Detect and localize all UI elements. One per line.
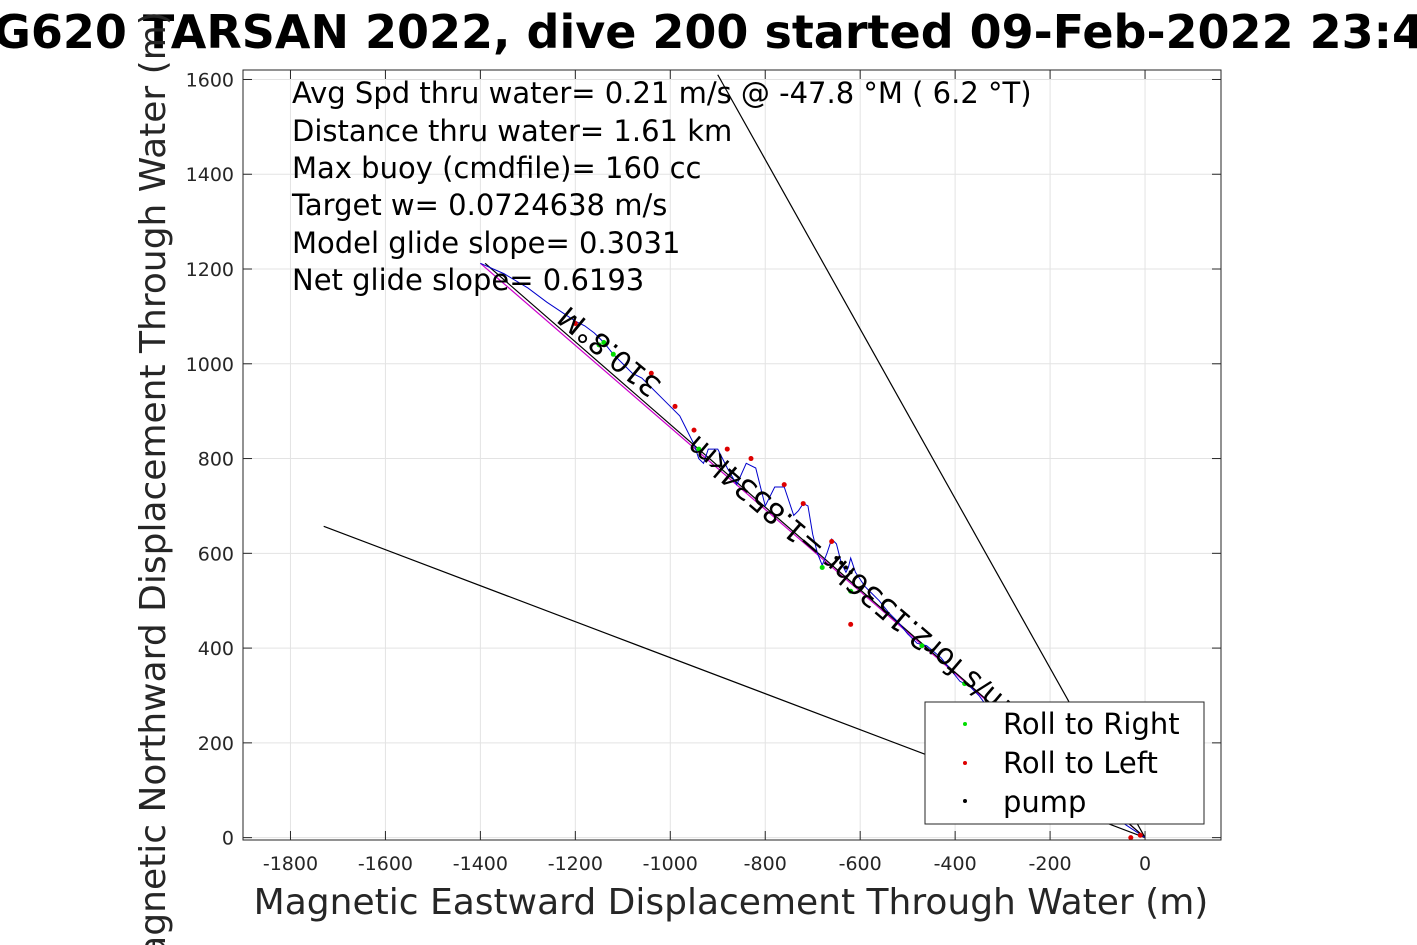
roll-left-point	[1137, 832, 1143, 838]
roll-left-point	[724, 446, 730, 452]
grid	[243, 70, 1221, 840]
y-tick-label: 1600	[186, 69, 234, 91]
roll-right-point	[919, 643, 925, 649]
roll-left-point	[800, 501, 806, 507]
legend-box	[924, 701, 1205, 825]
y-tick-label: 0	[222, 828, 234, 850]
roll-left-point	[648, 370, 654, 376]
x-tick-label: -200	[1029, 853, 1072, 875]
legend-roll-right-marker	[963, 722, 967, 726]
x-tick-label: -600	[839, 853, 882, 875]
roll-left-point	[781, 482, 787, 488]
annotation-net-glide: Net glide slope= 0.6193	[292, 263, 644, 297]
roll-right-point	[601, 339, 607, 345]
annotation-target-w: Target w= 0.0724638 m/s	[291, 188, 667, 222]
y-tick-label: 1200	[186, 259, 234, 281]
roll-left-point	[691, 427, 697, 433]
pump-point	[839, 560, 844, 565]
roll-left-point	[848, 621, 854, 627]
roll-left-point	[829, 538, 835, 544]
roll-right-point	[596, 342, 602, 348]
legend-roll-left: Roll to Left	[1003, 746, 1158, 780]
annotation-avg-speed: Avg Spd thru water= 0.21 m/s @ -47.8 °M …	[292, 76, 1032, 110]
markers-layer	[572, 321, 1143, 840]
annotation-max-buoy: Max buoy (cmdfile)= 160 cc	[292, 151, 701, 185]
dive-track	[480, 262, 1146, 839]
x-tick-label: -1800	[263, 853, 318, 875]
roll-left-point	[1128, 835, 1134, 840]
roll-right-point	[962, 681, 968, 687]
legend-roll-right: Roll to Right	[1003, 707, 1180, 741]
legend-pump: pump	[1003, 785, 1086, 819]
roll-right-point	[848, 588, 854, 594]
x-tick-label: -1600	[358, 853, 413, 875]
roll-left-point	[748, 456, 754, 462]
roll-left-point	[572, 321, 578, 327]
roll-right-point	[610, 351, 616, 357]
y-tick-label: 400	[198, 638, 234, 660]
chart-title: SG620 TARSAN 2022, dive 200 started 09-F…	[0, 5, 1417, 59]
roll-right-point	[696, 446, 702, 452]
pump-point	[843, 565, 848, 570]
y-tick-label: 1400	[186, 164, 234, 186]
annotation-distance: Distance thru water= 1.61 km	[292, 114, 732, 148]
y-tick-label: 1000	[186, 354, 234, 376]
annotation-model-glide: Model glide slope= 0.3031	[292, 226, 680, 260]
y-tick-label: 600	[198, 543, 234, 565]
roll-left-point	[672, 403, 678, 409]
x-tick-label: -1200	[548, 853, 603, 875]
x-tick-label: -800	[744, 853, 787, 875]
legend: Roll to Right Roll to Left pump	[924, 701, 1205, 825]
x-axis-label: Magnetic Eastward Displacement Through W…	[254, 882, 1209, 923]
pump-point	[834, 556, 839, 561]
y-tick-label: 200	[198, 733, 234, 755]
annotation-block: Avg Spd thru water= 0.21 m/s @ -47.8 °M …	[291, 76, 1032, 297]
x-tick-label: -1400	[453, 853, 508, 875]
x-tick-label: 0	[1139, 853, 1151, 875]
legend-roll-left-marker	[963, 761, 967, 765]
x-tick-label: -400	[934, 853, 977, 875]
y-tick-label: 800	[198, 449, 234, 471]
axis-ticks: -1800 -1600 -1400 -1200 -1000 -800 -600 -400 -20…	[186, 69, 1221, 875]
y-axis-label: Magnetic Northward Displacement Through …	[133, 11, 174, 945]
legend-pump-marker	[963, 799, 967, 803]
x-tick-label: -1000	[643, 853, 698, 875]
pump-point	[848, 570, 853, 575]
plot-frame	[242, 69, 1222, 841]
roll-right-point	[819, 565, 825, 571]
